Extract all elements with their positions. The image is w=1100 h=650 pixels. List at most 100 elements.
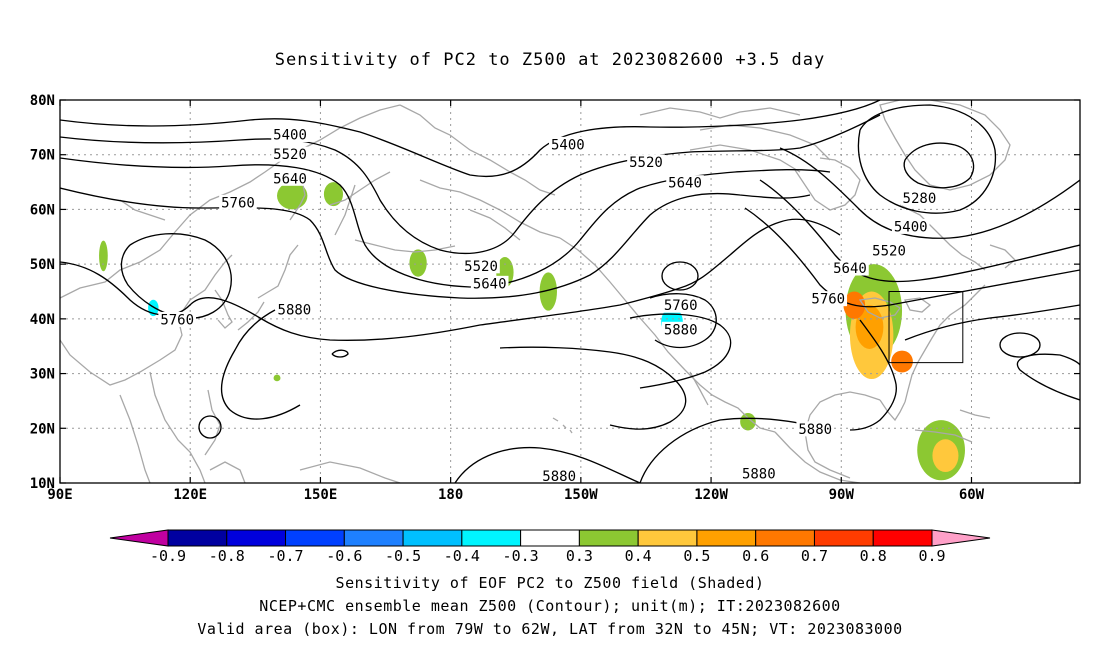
contour-label: 5520 bbox=[464, 259, 498, 275]
map-title: Sensitivity of PC2 to Z500 at 2023082600… bbox=[274, 50, 826, 70]
caption-line-3: Valid area (box): LON from 79W to 62W, L… bbox=[197, 620, 903, 638]
colorbar-bin bbox=[402, 529, 463, 547]
contour-label-bg bbox=[870, 243, 908, 259]
lon-label: 180 bbox=[438, 487, 463, 503]
colorbar-label: -0.4 bbox=[444, 547, 480, 565]
lat-label: 30N bbox=[30, 367, 55, 383]
lat-label: 80N bbox=[30, 93, 55, 109]
contour-label: 5760 bbox=[160, 312, 194, 328]
contour-labels: 5400552056405760540055205640552056405280… bbox=[158, 127, 939, 485]
lon-label: 150W bbox=[564, 487, 598, 503]
colorbar-bin bbox=[755, 529, 815, 547]
lon-label: 120E bbox=[173, 487, 207, 503]
shaded-region bbox=[935, 314, 943, 324]
contour-label-bg bbox=[796, 421, 835, 437]
contour-label: 5520 bbox=[629, 155, 663, 171]
colorbar-bin bbox=[696, 529, 757, 547]
colorbar-low-extension bbox=[109, 529, 169, 547]
colorbar-bin bbox=[813, 529, 874, 547]
contour-label: 5640 bbox=[833, 261, 867, 277]
contour-label: 5400 bbox=[894, 219, 928, 235]
lat-label: 50N bbox=[30, 257, 55, 273]
colorbar-bin bbox=[872, 529, 933, 547]
lat-label: 20N bbox=[30, 421, 55, 437]
valid-area-box bbox=[888, 291, 964, 364]
contour-label-bg bbox=[275, 302, 314, 318]
contour-label-bg bbox=[540, 468, 578, 484]
colorbar-label: -0.6 bbox=[326, 547, 362, 565]
colorbar-bin bbox=[226, 529, 287, 547]
contour-label: 5880 bbox=[278, 303, 312, 319]
shaded-region bbox=[409, 249, 427, 277]
contour-label-bg bbox=[666, 175, 704, 191]
contour-label-bg bbox=[891, 218, 930, 234]
lon-label: 90E bbox=[47, 487, 72, 503]
lon-label: 60W bbox=[959, 487, 985, 503]
shaded-region bbox=[323, 182, 343, 207]
colorbar-label: -0.3 bbox=[503, 547, 539, 565]
contour-label: 5880 bbox=[664, 322, 698, 338]
contour-label: 5520 bbox=[273, 147, 307, 163]
colorbar-label: 0.7 bbox=[801, 547, 828, 565]
lat-label: 70N bbox=[30, 148, 55, 164]
colorbar-bin bbox=[578, 529, 639, 547]
contour-label: 5520 bbox=[872, 244, 906, 260]
contour-label: 5880 bbox=[798, 422, 832, 438]
contour-label: 5640 bbox=[668, 176, 702, 192]
contour-label-bg bbox=[661, 321, 700, 337]
contour-label-bg bbox=[271, 170, 309, 186]
colorbar-label: 0.4 bbox=[625, 547, 652, 565]
colorbar-bin bbox=[637, 529, 698, 547]
colorbar-bin bbox=[343, 529, 404, 547]
contour-label: 5880 bbox=[542, 469, 576, 485]
lon-label: 120W bbox=[694, 487, 728, 503]
contour-label: 5760 bbox=[811, 292, 845, 308]
contour-label-bg bbox=[740, 466, 778, 482]
lat-label: 60N bbox=[30, 202, 55, 218]
contour-label-bg bbox=[809, 291, 848, 307]
contour-label-bg bbox=[661, 297, 700, 313]
shaded-region bbox=[932, 439, 959, 473]
shaded-region bbox=[539, 272, 557, 311]
shaded-region bbox=[891, 350, 913, 373]
contour-label-bg bbox=[470, 275, 509, 291]
contour-label-bg bbox=[462, 258, 500, 274]
contour-label-bg bbox=[219, 194, 257, 210]
caption-line-1: Sensitivity of EOF PC2 to Z500 field (Sh… bbox=[335, 574, 765, 592]
lon-label: 90W bbox=[829, 487, 855, 503]
colorbar-label: -0.9 bbox=[150, 547, 186, 565]
colorbar-label: -0.8 bbox=[209, 547, 245, 565]
colorbar-label: 0.3 bbox=[566, 547, 593, 565]
colorbar-label: 0.6 bbox=[742, 547, 769, 565]
contour-label: 5400 bbox=[551, 137, 585, 153]
contour-label: 5280 bbox=[903, 191, 937, 207]
colorbar-bin bbox=[285, 529, 345, 547]
shaded-region bbox=[943, 179, 974, 213]
contour-label: 5640 bbox=[473, 276, 507, 292]
shaded-region bbox=[740, 412, 756, 431]
contour-label-bg bbox=[900, 190, 939, 206]
colorbar-label: 0.5 bbox=[683, 547, 710, 565]
map-frame bbox=[59, 99, 1081, 484]
contour-label-bg bbox=[271, 146, 309, 162]
contour-label-bg bbox=[549, 136, 587, 152]
shaded-region bbox=[99, 240, 108, 272]
contour-label-bg bbox=[831, 260, 869, 276]
lon-label: 150E bbox=[304, 487, 338, 503]
shaded-region bbox=[273, 374, 281, 382]
contour-label-bg bbox=[158, 311, 196, 327]
colorbar: -0.9 -0.8 -0.7 -0.6 -0.5 -0.4 -0.3 0.3 0.4 0.5 0.6… bbox=[109, 529, 991, 565]
lat-label: 10N bbox=[30, 476, 55, 492]
colorbar-label: -0.5 bbox=[385, 547, 421, 565]
shaded-region bbox=[931, 150, 942, 165]
contour-label: 5400 bbox=[273, 128, 307, 144]
colorbar-label: 0.9 bbox=[918, 547, 945, 565]
contour-label-bg bbox=[271, 127, 309, 143]
shaded-region bbox=[277, 182, 308, 210]
contour-label: 5880 bbox=[742, 467, 776, 483]
map-gridlines bbox=[60, 100, 1080, 483]
contour-label: 5760 bbox=[221, 195, 255, 211]
colorbar-label: -0.7 bbox=[267, 547, 303, 565]
